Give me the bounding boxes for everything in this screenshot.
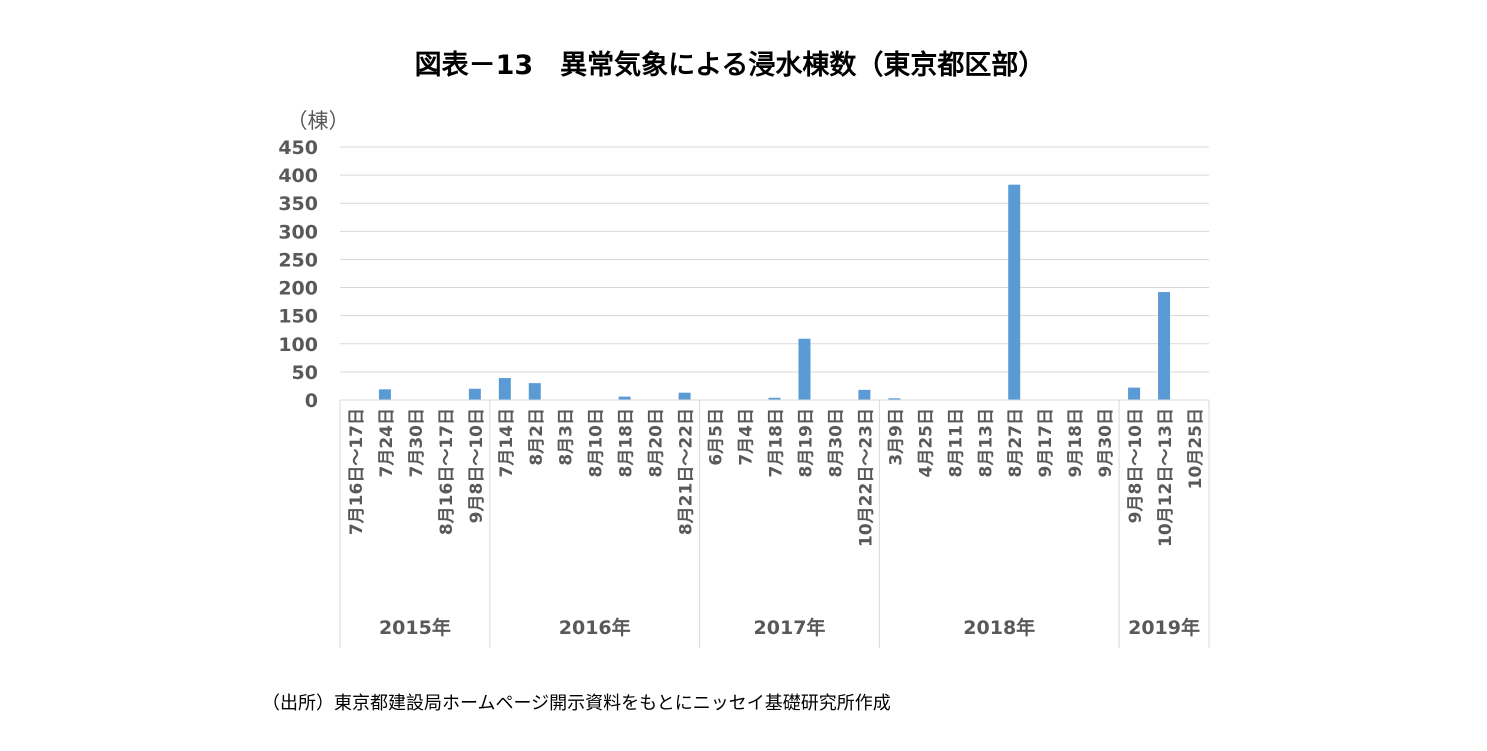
x-tick-label: 7月4日 <box>737 408 757 466</box>
y-tick-label: 400 <box>278 165 318 187</box>
year-group-labels: 2015年 2016年 2017年 2018年 2019年 <box>379 616 1200 639</box>
bar <box>378 389 391 400</box>
gridlines <box>340 146 1209 373</box>
x-tick-label: 7月30日 <box>407 408 427 478</box>
x-tick-label: 8月10日 <box>587 408 607 478</box>
year-group-label: 2018年 <box>963 616 1035 639</box>
bar <box>1128 387 1141 400</box>
bar <box>618 396 631 400</box>
y-tick-label: 150 <box>278 306 318 328</box>
x-tick-label: 7月14日 <box>497 408 517 478</box>
bar <box>468 388 481 400</box>
bar <box>1158 292 1171 400</box>
x-tick-label: 7月16日～17日 <box>347 408 367 535</box>
x-tick-label: 8月2日 <box>527 408 547 466</box>
x-tick-label: 7月18日 <box>767 408 787 478</box>
x-tick-label: 8月27日 <box>1006 408 1026 478</box>
x-tick-label: 9月18日 <box>1066 408 1086 478</box>
year-group-label: 2015年 <box>379 616 451 639</box>
x-tick-label: 8月30日 <box>826 408 846 478</box>
bars <box>378 184 1171 400</box>
x-tick-label: 4月25日 <box>916 408 936 478</box>
bar <box>798 338 811 400</box>
year-group-label: 2017年 <box>754 616 826 639</box>
x-tick-label: 3月9日 <box>886 408 906 466</box>
x-tick-label: 8月11日 <box>946 408 966 478</box>
x-tick-label: 9月30日 <box>1096 408 1116 478</box>
x-tick-label: 8月19日 <box>796 408 816 478</box>
bar <box>678 392 691 400</box>
bar <box>528 383 541 400</box>
y-axis-unit-label: （棟） <box>287 109 350 133</box>
year-group-label: 2016年 <box>559 616 631 639</box>
chart-title: 図表－13 異常気象による浸水棟数（東京都区部） <box>415 49 1046 81</box>
x-tick-label: 8月20日 <box>647 408 667 478</box>
y-axis-ticks: 0 50 100 150 200 250 300 350 400 450 <box>278 137 318 412</box>
y-tick-label: 300 <box>278 221 318 243</box>
x-tick-label: 10月22日～23日 <box>856 408 876 547</box>
x-tick-label: 8月3日 <box>557 408 577 466</box>
x-tick-label: 9月8日～10日 <box>467 408 487 523</box>
x-tick-label: 8月18日 <box>617 408 637 478</box>
x-tick-label: 9月17日 <box>1036 408 1056 478</box>
bar <box>888 398 901 400</box>
x-tick-label: 9月8日～10日 <box>1126 408 1146 523</box>
bar <box>858 389 871 400</box>
bar <box>1008 184 1021 400</box>
y-tick-label: 200 <box>278 278 318 300</box>
bar <box>498 378 511 400</box>
x-tick-label: 10月25日 <box>1186 408 1206 489</box>
x-axis-category-labels: 7月16日～17日 7月24日 7月30日 8月16日～17日 9月8日～10日 7月14… <box>347 408 1206 547</box>
y-tick-label: 50 <box>292 362 318 384</box>
x-axis <box>339 399 1210 648</box>
year-group-label: 2019年 <box>1128 616 1200 639</box>
y-tick-label: 350 <box>278 193 318 215</box>
y-tick-label: 250 <box>278 249 318 271</box>
x-tick-label: 8月13日 <box>976 408 996 478</box>
x-tick-label: 10月12日～13日 <box>1156 408 1176 547</box>
y-tick-label: 450 <box>278 137 318 159</box>
x-tick-label: 8月16日～17日 <box>437 408 457 535</box>
x-tick-label: 6月5日 <box>707 408 727 466</box>
source-note: （出所）東京都建設局ホームページ開示資料をもとにニッセイ基礎研究所作成 <box>262 693 891 714</box>
bar <box>768 397 781 400</box>
y-tick-label: 100 <box>278 334 318 356</box>
x-tick-label: 7月24日 <box>377 408 397 478</box>
y-tick-label: 0 <box>305 390 318 412</box>
x-tick-label: 8月21日～22日 <box>677 408 697 535</box>
